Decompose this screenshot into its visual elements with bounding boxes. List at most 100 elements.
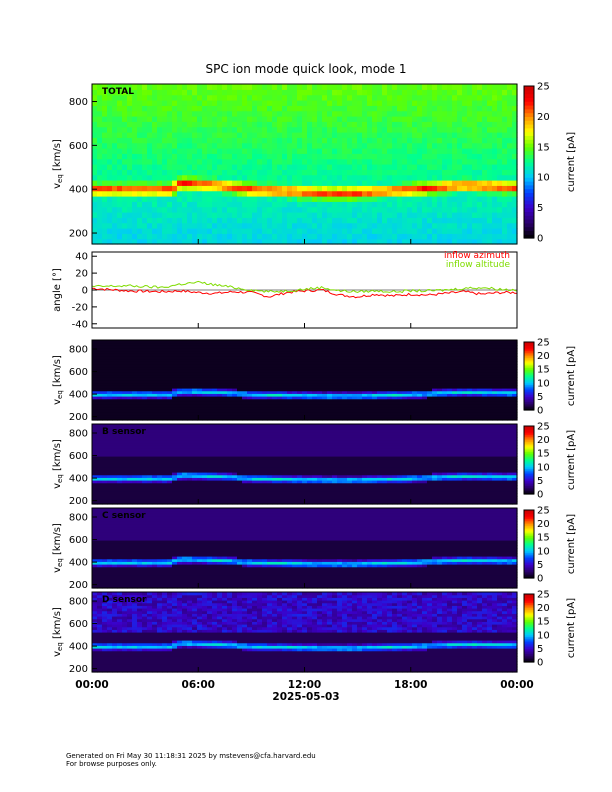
heatmap-cell: [462, 404, 468, 408]
heatmap-cell: [422, 401, 428, 405]
heatmap-cell: [262, 409, 268, 413]
heatmap-cell: [292, 372, 298, 376]
heatmap-cell: [97, 132, 103, 138]
heatmap-cell: [437, 398, 443, 402]
heatmap-cell: [367, 342, 373, 346]
heatmap-cell: [202, 372, 208, 376]
heatmap-cell: [382, 148, 388, 154]
heatmap-cell: [217, 94, 223, 101]
heatmap-cell: [257, 361, 263, 365]
heatmap-cell: [417, 396, 423, 400]
heatmap-cell: [247, 372, 253, 376]
heatmap-cell: [502, 217, 508, 224]
heatmap-cell: [212, 414, 218, 418]
heatmap-cell: [192, 372, 198, 376]
heatmap-cell: [207, 110, 213, 117]
heatmap-cell: [347, 126, 353, 133]
heatmap-cell: [282, 361, 288, 365]
heatmap-cell: [382, 369, 388, 373]
heatmap-cell: [442, 153, 448, 160]
heatmap-cell: [467, 409, 473, 413]
heatmap-cell: [227, 84, 233, 90]
heatmap-cell: [102, 382, 108, 386]
heatmap-cell: [162, 356, 168, 360]
heatmap-cell: [402, 233, 408, 240]
heatmap-cell: [247, 417, 253, 421]
heatmap-cell: [467, 185, 473, 192]
heatmap-cell: [222, 364, 228, 368]
heatmap-cell: [337, 201, 343, 208]
heatmap-cell: [207, 148, 213, 154]
heatmap-cell: [112, 222, 118, 229]
heatmap-cell: [337, 110, 343, 117]
heatmap-cell: [132, 228, 138, 234]
heatmap-cell: [327, 137, 333, 144]
heatmap-cell: [387, 417, 393, 421]
heatmap-cell: [277, 409, 283, 413]
heatmap-cell: [267, 190, 273, 197]
heatmap-cell: [222, 406, 228, 410]
heatmap-cell: [297, 110, 303, 117]
heatmap-cell: [432, 404, 438, 408]
heatmap-cell: [157, 94, 163, 101]
heatmap-cell: [257, 153, 263, 160]
heatmap-cell: [282, 380, 288, 384]
heatmap-cell: [197, 372, 203, 376]
heatmap-cell: [507, 116, 513, 122]
heatmap-cell: [187, 89, 193, 96]
heatmap-cell: [417, 142, 423, 149]
heatmap-cell: [287, 84, 293, 90]
heatmap-cell: [327, 206, 333, 213]
heatmap-cell: [137, 406, 143, 410]
heatmap-cell: [377, 137, 383, 144]
heatmap-cell: [457, 377, 463, 381]
heatmap-cell: [397, 185, 403, 192]
colorbar-step: [524, 196, 534, 201]
heatmap-cell: [407, 174, 413, 181]
heatmap-cell: [257, 164, 263, 170]
heatmap-cell: [142, 222, 148, 229]
heatmap-cell: [257, 356, 263, 360]
heatmap-cell: [362, 382, 368, 386]
heatmap-cell: [417, 342, 423, 346]
heatmap-cell: [107, 110, 113, 117]
heatmap-cell: [312, 206, 318, 213]
heatmap-cell: [287, 201, 293, 208]
heatmap-cell: [297, 158, 303, 165]
heatmap-cell: [172, 401, 178, 405]
heatmap-cell: [422, 390, 428, 394]
heatmap-cell: [392, 372, 398, 376]
heatmap-cell: [302, 148, 308, 154]
heatmap-cell: [382, 238, 388, 245]
heatmap-cell: [392, 100, 398, 106]
heatmap-cell: [167, 126, 173, 133]
heatmap-cell: [472, 404, 478, 408]
heatmap-cell: [397, 94, 403, 101]
heatmap-cell: [377, 233, 383, 240]
heatmap-cell: [462, 126, 468, 133]
heatmap-cell: [297, 356, 303, 360]
heatmap-cell: [272, 116, 278, 122]
heatmap-cell: [352, 180, 358, 186]
heatmap-cell: [352, 222, 358, 229]
heatmap-cell: [292, 206, 298, 213]
heatmap-cell: [492, 238, 498, 245]
heatmap-cell: [237, 417, 243, 421]
heatmap-cell: [287, 137, 293, 144]
heatmap-cell: [237, 137, 243, 144]
heatmap-cell: [147, 404, 153, 408]
heatmap-cell: [147, 348, 153, 352]
heatmap-cell: [112, 382, 118, 386]
heatmap-cell: [92, 94, 98, 101]
heatmap-cell: [337, 196, 343, 202]
heatmap-cell: [467, 342, 473, 346]
heatmap-cell: [467, 345, 473, 349]
heatmap-cell: [262, 340, 268, 344]
heatmap-cell: [317, 212, 323, 218]
heatmap-cell: [147, 238, 153, 245]
heatmap-cell: [142, 228, 148, 234]
heatmap-cell: [457, 404, 463, 408]
heatmap-cell: [377, 372, 383, 376]
heatmap-cell: [217, 137, 223, 144]
